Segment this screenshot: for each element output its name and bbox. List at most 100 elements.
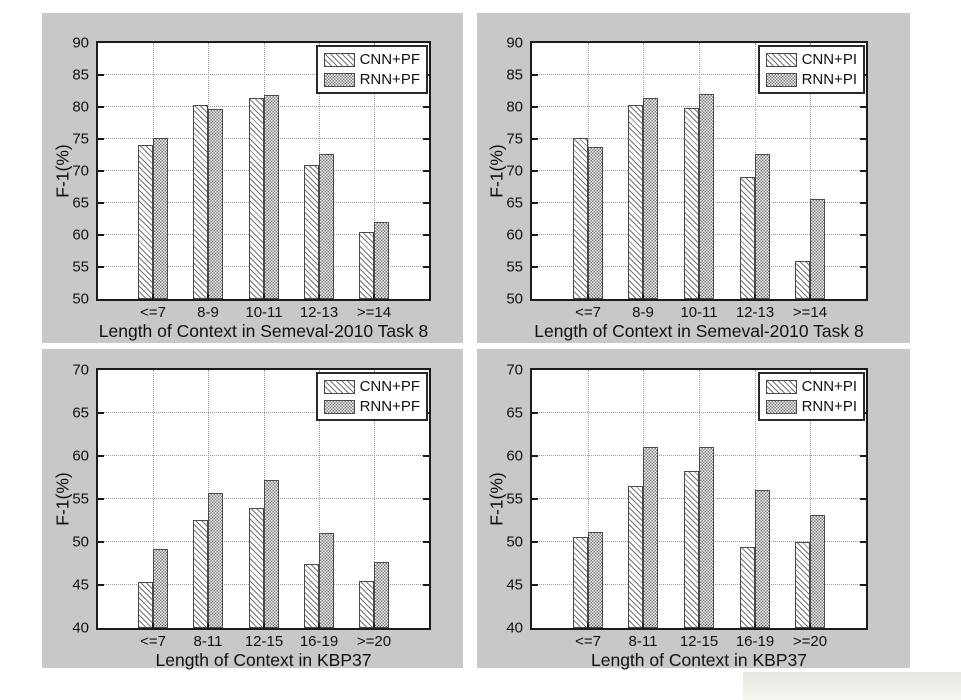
x-tick-label: >=20 bbox=[792, 633, 828, 650]
y-axis-tick-mark bbox=[423, 541, 429, 543]
y-axis-tick-mark bbox=[423, 202, 429, 204]
bar-cnn-pi bbox=[684, 108, 699, 299]
bar-rnn-pf bbox=[264, 480, 279, 628]
y-tick-label: 60 bbox=[506, 447, 523, 465]
legend-swatch-crosshatch-icon bbox=[765, 399, 797, 414]
legend-item: RNN+PI bbox=[765, 399, 857, 414]
y-axis-tick-mark bbox=[98, 455, 104, 457]
x-axis-tick-mark bbox=[642, 294, 644, 299]
y-tick-label: 80 bbox=[506, 98, 523, 116]
y-axis-tick-mark bbox=[98, 498, 104, 500]
legend-swatch-diagonal-hatch-icon bbox=[323, 379, 355, 394]
bar-rnn-pf bbox=[319, 533, 334, 628]
bar-cnn-pf bbox=[193, 520, 208, 628]
y-tick-label: 65 bbox=[72, 194, 89, 212]
x-axis-tick-mark bbox=[263, 623, 265, 628]
x-axis-tick-mark bbox=[698, 623, 700, 628]
x-tick-label: 8-9 bbox=[632, 304, 654, 321]
legend-item: RNN+PF bbox=[323, 72, 420, 87]
bar-rnn-pf bbox=[319, 154, 334, 299]
bar-cnn-pi bbox=[795, 542, 810, 628]
y-tick-label: 75 bbox=[506, 130, 523, 148]
x-tick-label: <=7 bbox=[575, 304, 601, 321]
y-axis-tick-mark bbox=[98, 541, 104, 543]
x-axis-tick-mark bbox=[318, 294, 320, 299]
x-tick-label: 16-19 bbox=[299, 633, 339, 650]
bar-rnn-pf bbox=[374, 562, 389, 628]
y-tick-label: 55 bbox=[72, 490, 89, 508]
y-axis-tick-mark bbox=[532, 498, 538, 500]
bar-rnn-pf bbox=[374, 222, 389, 299]
legend-item: RNN+PI bbox=[765, 71, 857, 88]
y-axis-label: F-1(%) bbox=[52, 472, 73, 526]
y-tick-label: 40 bbox=[72, 619, 89, 637]
gridline-horizontal bbox=[98, 498, 429, 499]
x-tick-label: 12-15 bbox=[244, 633, 284, 650]
y-tick-label: 45 bbox=[72, 576, 89, 594]
y-tick-label: 90 bbox=[72, 34, 89, 52]
bar-cnn-pi bbox=[684, 471, 699, 628]
gridline-horizontal bbox=[98, 455, 429, 456]
x-axis-label: Length of Context in KBP37 bbox=[155, 650, 372, 670]
y-tick-label: 50 bbox=[72, 290, 89, 308]
x-tick-label: 10-11 bbox=[680, 304, 718, 321]
y-axis-tick-mark bbox=[860, 106, 866, 108]
y-tick-label: 60 bbox=[72, 226, 89, 244]
x-axis-tick-mark bbox=[373, 294, 375, 299]
x-axis-tick-mark bbox=[207, 623, 209, 628]
x-axis-tick-mark bbox=[754, 623, 756, 628]
y-tick-label: 55 bbox=[506, 490, 523, 508]
bar-cnn-pf bbox=[304, 165, 319, 299]
y-axis-tick-mark bbox=[860, 455, 866, 457]
legend-label: RNN+PI bbox=[801, 71, 857, 88]
x-axis-tick-mark bbox=[152, 623, 154, 628]
x-tick-label: 8-9 bbox=[197, 304, 219, 321]
legend-label: CNN+PF bbox=[359, 378, 420, 395]
x-axis-label: Length of Context in Semeval-2010 Task 8 bbox=[534, 321, 864, 341]
y-axis-tick-mark bbox=[532, 584, 538, 586]
y-axis-tick-mark bbox=[423, 584, 429, 586]
y-tick-label: 75 bbox=[72, 130, 89, 148]
legend-item: CNN+PI bbox=[765, 52, 857, 67]
bar-rnn-pi bbox=[755, 490, 770, 628]
x-axis-tick-mark bbox=[587, 294, 589, 299]
x-axis-tick-mark bbox=[263, 294, 265, 299]
y-axis-tick-mark bbox=[423, 498, 429, 500]
gridline-horizontal bbox=[98, 412, 429, 413]
y-tick-label: 60 bbox=[506, 226, 523, 244]
bar-cnn-pi bbox=[740, 177, 755, 299]
y-axis-tick-mark bbox=[532, 412, 538, 414]
y-axis-tick-mark bbox=[423, 234, 429, 236]
y-axis-tick-mark bbox=[98, 74, 104, 76]
chart-semeval2010-pi: F-1(%) Length of Context in Semeval-2010… bbox=[487, 36, 868, 341]
bar-cnn-pf bbox=[359, 581, 374, 628]
legend-item: CNN+PI bbox=[765, 379, 857, 394]
legend-item: RNN+PF bbox=[323, 399, 420, 414]
gridline-horizontal bbox=[98, 74, 429, 75]
gridline-vertical bbox=[810, 43, 811, 299]
x-axis-tick-mark bbox=[373, 623, 375, 628]
y-axis-tick-mark bbox=[98, 138, 104, 140]
y-axis-tick-mark bbox=[860, 170, 866, 172]
y-axis-tick-mark bbox=[532, 170, 538, 172]
bar-rnn-pi bbox=[755, 154, 770, 299]
x-axis-tick-mark bbox=[698, 294, 700, 299]
y-tick-label: 40 bbox=[506, 619, 523, 637]
y-tick-label: 55 bbox=[506, 258, 523, 276]
y-tick-label: 70 bbox=[506, 162, 523, 180]
y-axis-label: F-1(%) bbox=[52, 144, 73, 198]
x-tick-label: 10-11 bbox=[245, 304, 283, 321]
bar-cnn-pi bbox=[628, 105, 643, 299]
bar-cnn-pi bbox=[573, 138, 588, 299]
bar-cnn-pf bbox=[249, 98, 264, 299]
x-axis-tick-mark bbox=[587, 623, 589, 628]
x-axis-tick-mark bbox=[642, 623, 644, 628]
bar-rnn-pf bbox=[208, 109, 223, 299]
y-axis-tick-mark bbox=[98, 412, 104, 414]
bar-cnn-pi bbox=[740, 547, 755, 628]
y-axis-tick-mark bbox=[98, 170, 104, 172]
bar-cnn-pf bbox=[249, 508, 264, 628]
bar-rnn-pi bbox=[810, 199, 825, 299]
legend-item: CNN+PF bbox=[323, 378, 420, 395]
y-axis-label: F-1(%) bbox=[486, 144, 507, 198]
